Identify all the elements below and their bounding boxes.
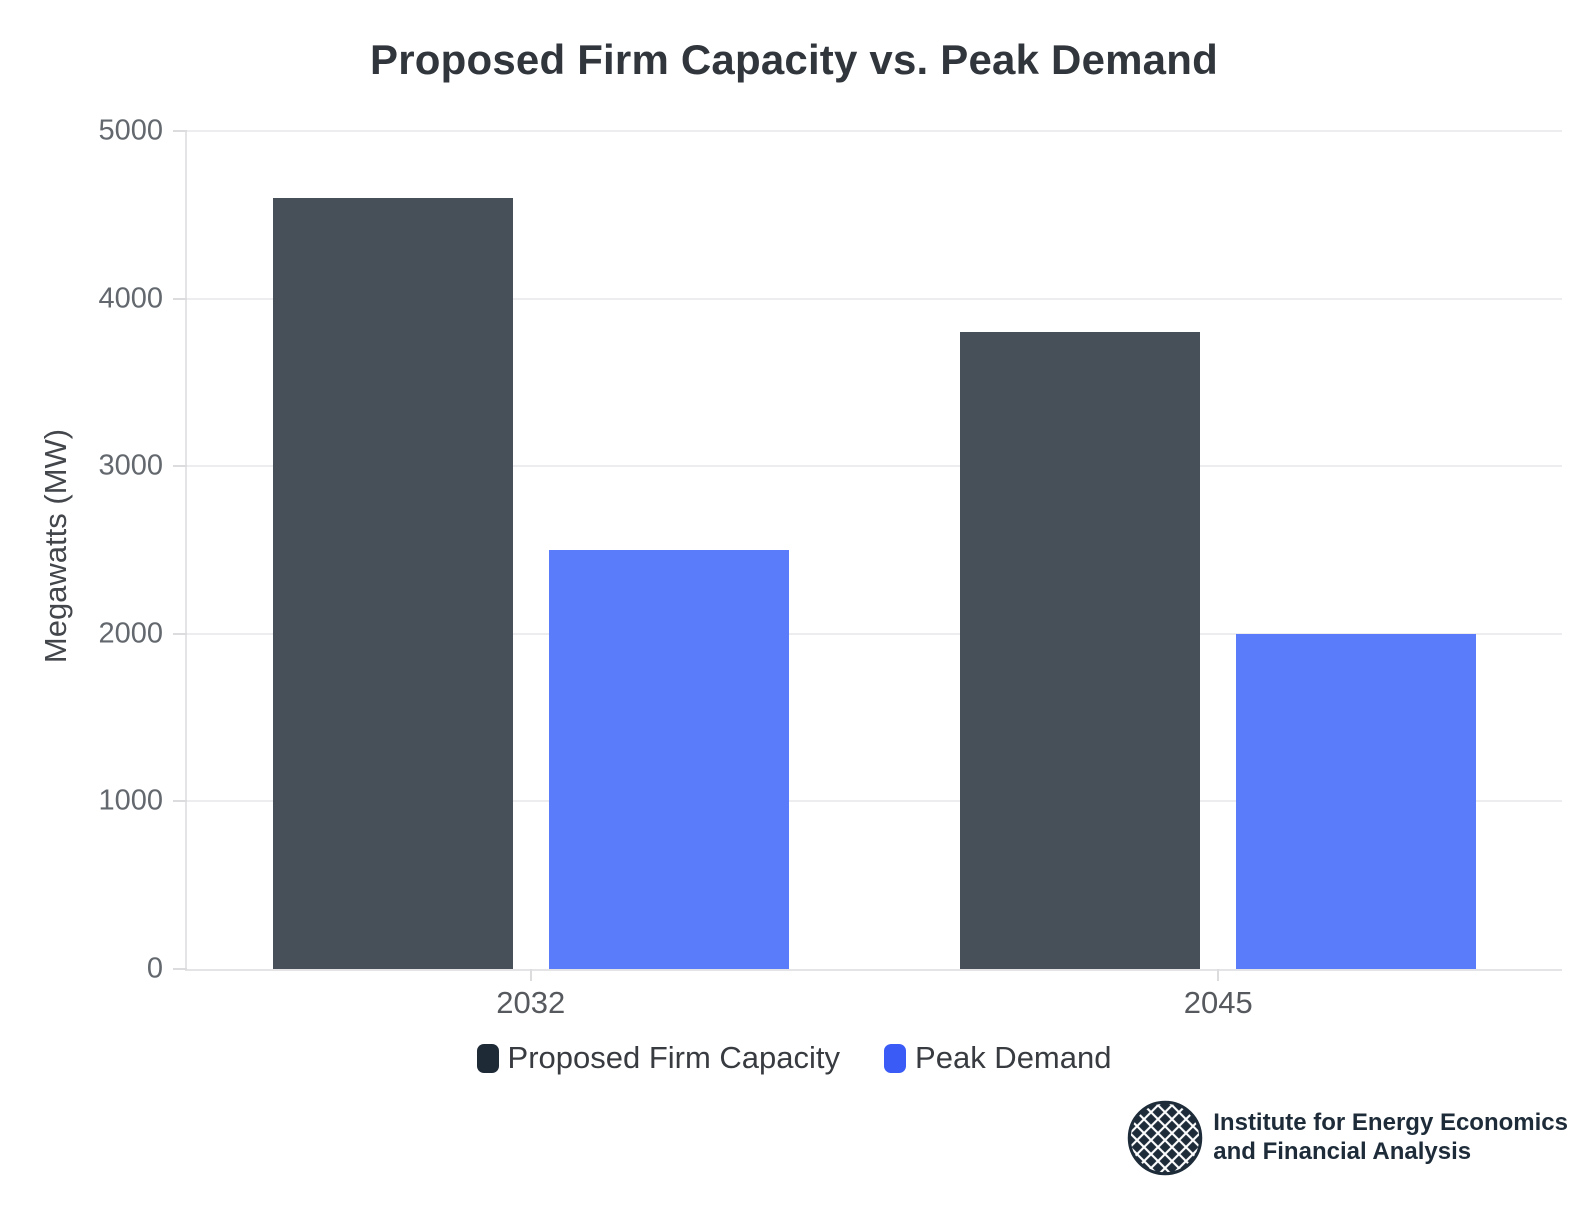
legend-label-peak-demand: Peak Demand	[915, 1040, 1112, 1075]
y-tick-mark-2000	[173, 632, 187, 635]
globe-icon	[1128, 1100, 1203, 1176]
gridline-1000	[187, 800, 1562, 803]
logo-text: Institute for Energy Economics and Finan…	[1213, 1109, 1568, 1167]
logo-line-2: and Financial Analysis	[1213, 1138, 1472, 1165]
gridline-2000	[187, 632, 1562, 635]
y-tick-mark-1000	[173, 800, 187, 803]
y-axis-title: Megawatts (MW)	[38, 428, 73, 664]
x-tick-label-2032: 2032	[496, 985, 566, 1020]
x-tick-label-2045: 2045	[1183, 985, 1253, 1020]
legend-swatch-peak-demand	[884, 1043, 907, 1073]
bar-proposed-firm-capacity-2032	[272, 198, 513, 969]
y-tick-mark-3000	[173, 465, 187, 468]
plot-area: 0 1000 2000 3000 4000 5000 2032 2045	[98, 115, 1562, 1020]
bar-proposed-firm-capacity-2045	[960, 332, 1201, 969]
gridline-3000	[187, 465, 1562, 468]
y-tick-label-2000: 2000	[98, 617, 163, 650]
chart-title: Proposed Firm Capacity vs. Peak Demand	[370, 36, 1218, 83]
y-tick-label-3000: 3000	[98, 449, 163, 482]
legend: Proposed Firm Capacity Peak Demand	[0, 1040, 1588, 1076]
gridline-4000	[187, 297, 1562, 300]
y-tick-label-0: 0	[146, 952, 163, 985]
y-tick-label-1000: 1000	[98, 784, 163, 817]
logo-line-1: Institute for Energy Economics	[1213, 1109, 1568, 1137]
legend-item-peak-demand: Peak Demand	[884, 1040, 1111, 1076]
y-tick-mark-4000	[173, 297, 187, 300]
y-tick-mark-0	[173, 968, 187, 970]
legend-label-proposed-firm-capacity: Proposed Firm Capacity	[507, 1040, 841, 1075]
legend-swatch-proposed-firm-capacity	[476, 1043, 499, 1073]
x-tick-mark-2045	[1217, 969, 1220, 981]
y-tick-label-4000: 4000	[98, 282, 163, 315]
x-tick-mark-2032	[529, 969, 532, 981]
gridline-5000	[187, 130, 1562, 132]
y-tick-label-5000: 5000	[98, 114, 163, 147]
ieefa-logo: Institute for Energy Economics and Finan…	[1127, 1100, 1568, 1176]
bar-peak-demand-2032	[548, 550, 789, 969]
legend-item-proposed-firm-capacity: Proposed Firm Capacity	[476, 1040, 841, 1076]
y-tick-mark-5000	[173, 130, 187, 132]
bar-peak-demand-2045	[1236, 633, 1477, 969]
